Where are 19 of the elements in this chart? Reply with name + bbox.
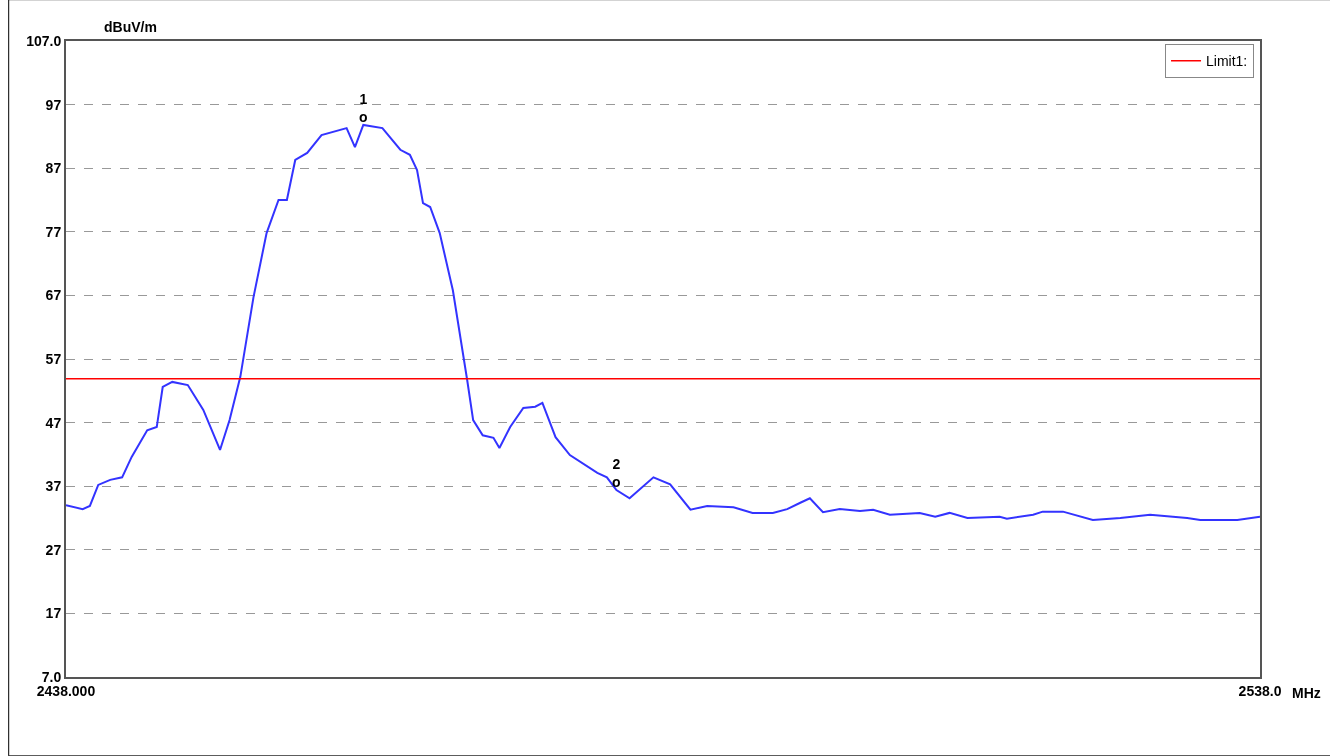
y-tick-label: 67 <box>45 287 62 304</box>
y-tick-label: 37 <box>45 478 62 495</box>
y-tick-label: 107.0 <box>26 32 62 49</box>
y-tick-label: 47 <box>45 414 62 431</box>
y-tick-label: 87 <box>45 160 62 177</box>
line-series <box>66 123 1260 521</box>
x-tick-label: 2438.000 <box>36 682 96 699</box>
y-tick-label: 27 <box>45 541 62 558</box>
legend-label: Limit1: <box>1206 53 1248 70</box>
y-tick-label: 97 <box>45 96 62 113</box>
annotation: 1 o <box>359 91 368 126</box>
annotation: 2 o <box>612 456 621 491</box>
y-tick-label: 57 <box>45 350 62 367</box>
y-tick-label: 7.0 <box>41 668 62 685</box>
y-axis-title: dBuV/m <box>104 19 157 35</box>
x-axis-title: MHz <box>1292 685 1321 701</box>
y-tick-label: 77 <box>45 223 62 240</box>
y-tick-label: 17 <box>45 605 62 622</box>
x-tick-label: 2538.0 <box>1238 682 1282 699</box>
